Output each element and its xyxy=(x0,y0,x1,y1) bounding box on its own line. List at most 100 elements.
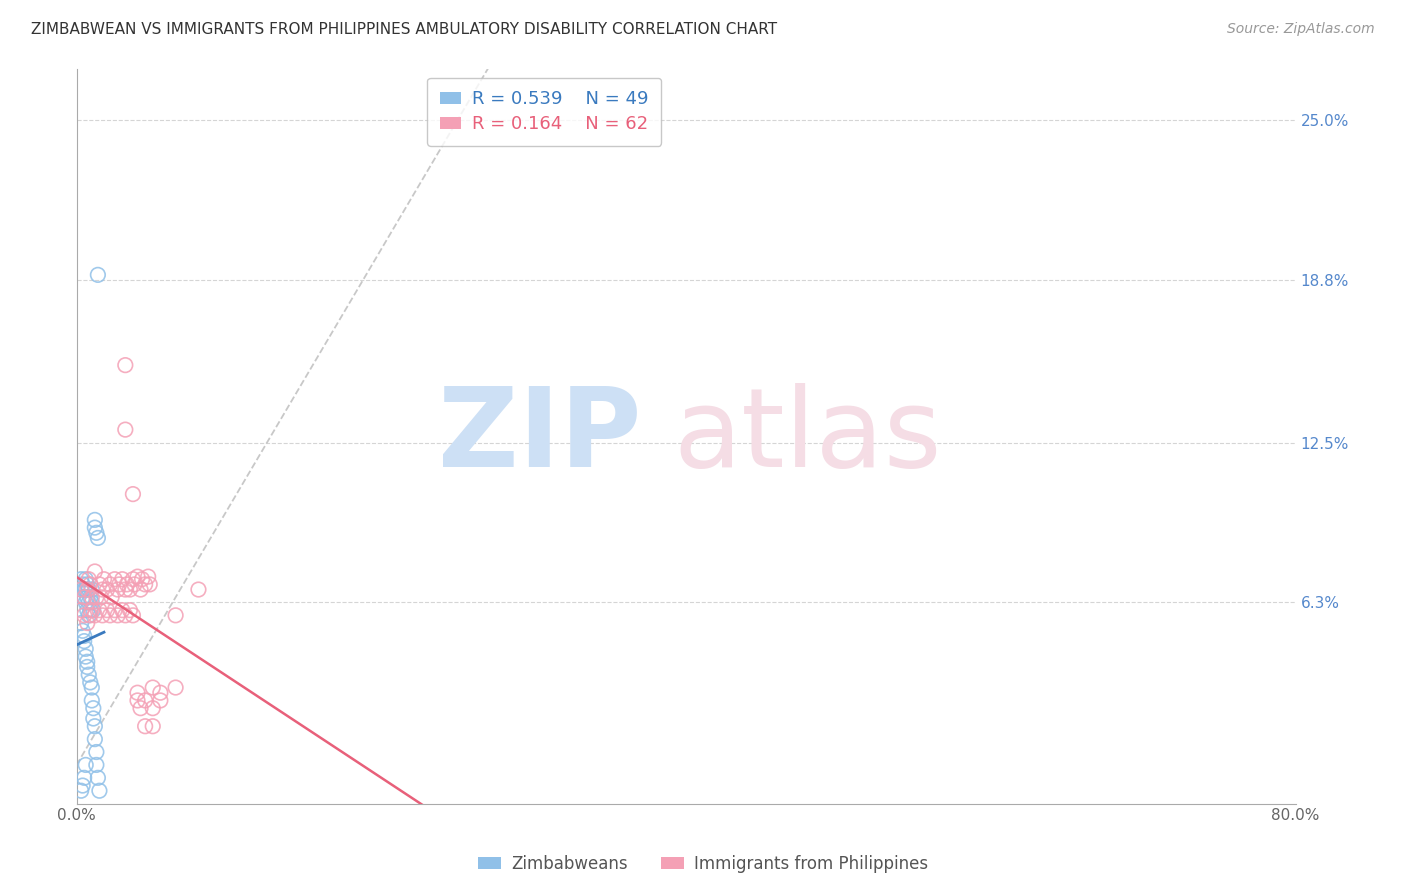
Point xyxy=(122,487,145,501)
Point xyxy=(122,608,145,623)
Point xyxy=(82,701,104,715)
Point xyxy=(70,603,93,617)
Point xyxy=(76,603,98,617)
Point xyxy=(70,616,93,631)
Point xyxy=(79,577,101,591)
Point xyxy=(115,577,138,591)
Point xyxy=(75,582,97,597)
Point xyxy=(73,634,96,648)
Point xyxy=(83,732,105,747)
Point xyxy=(77,582,100,597)
Point xyxy=(70,783,93,797)
Point xyxy=(73,771,96,785)
Point xyxy=(87,268,110,282)
Point xyxy=(96,582,118,597)
Point xyxy=(129,701,152,715)
Point xyxy=(77,667,100,681)
Legend: R = 0.539    N = 49, R = 0.164    N = 62: R = 0.539 N = 49, R = 0.164 N = 62 xyxy=(427,78,661,146)
Point xyxy=(138,577,160,591)
Text: ZIMBABWEAN VS IMMIGRANTS FROM PHILIPPINES AMBULATORY DISABILITY CORRELATION CHAR: ZIMBABWEAN VS IMMIGRANTS FROM PHILIPPINE… xyxy=(31,22,778,37)
Point xyxy=(89,603,111,617)
Text: Source: ZipAtlas.com: Source: ZipAtlas.com xyxy=(1227,22,1375,37)
Point xyxy=(82,711,104,725)
Legend: Zimbabweans, Immigrants from Philippines: Zimbabweans, Immigrants from Philippines xyxy=(471,848,935,880)
Point xyxy=(77,572,100,586)
Text: atlas: atlas xyxy=(673,383,942,490)
Point xyxy=(76,577,98,591)
Point xyxy=(127,693,149,707)
Point xyxy=(134,719,156,733)
Point xyxy=(87,531,110,545)
Point xyxy=(76,591,98,605)
Point xyxy=(136,569,159,583)
Point xyxy=(77,608,100,623)
Point xyxy=(83,513,105,527)
Point xyxy=(165,681,187,695)
Point xyxy=(142,681,165,695)
Point xyxy=(79,603,101,617)
Point xyxy=(131,572,153,586)
Point xyxy=(122,572,145,586)
Point xyxy=(118,603,141,617)
Point xyxy=(91,582,114,597)
Point xyxy=(86,758,108,772)
Point xyxy=(118,582,141,597)
Point xyxy=(73,608,96,623)
Point xyxy=(82,603,104,617)
Point xyxy=(89,577,111,591)
Point xyxy=(90,591,112,605)
Point xyxy=(129,582,152,597)
Point xyxy=(80,693,103,707)
Point xyxy=(111,572,134,586)
Point xyxy=(77,595,100,609)
Point xyxy=(70,582,93,597)
Point xyxy=(80,591,103,605)
Point xyxy=(72,624,94,638)
Point xyxy=(75,572,97,586)
Point xyxy=(76,582,98,597)
Point xyxy=(149,693,172,707)
Point xyxy=(86,745,108,759)
Point xyxy=(100,591,122,605)
Point xyxy=(165,608,187,623)
Point xyxy=(98,608,121,623)
Point xyxy=(75,641,97,656)
Point xyxy=(72,591,94,605)
Point xyxy=(73,591,96,605)
Point xyxy=(75,758,97,772)
Point xyxy=(104,572,127,586)
Point xyxy=(75,595,97,609)
Point xyxy=(80,603,103,617)
Point xyxy=(93,572,115,586)
Point xyxy=(75,649,97,664)
Point xyxy=(107,608,129,623)
Point xyxy=(86,591,108,605)
Point xyxy=(149,686,172,700)
Point xyxy=(72,577,94,591)
Point xyxy=(114,608,136,623)
Point xyxy=(73,591,96,605)
Point xyxy=(96,603,118,617)
Point xyxy=(86,525,108,540)
Point xyxy=(73,629,96,643)
Point xyxy=(76,616,98,631)
Point xyxy=(187,582,209,597)
Point xyxy=(83,608,105,623)
Point xyxy=(79,675,101,690)
Point xyxy=(91,608,114,623)
Point xyxy=(76,655,98,669)
Point xyxy=(73,582,96,597)
Point xyxy=(83,521,105,535)
Point xyxy=(70,572,93,586)
Point xyxy=(114,582,136,597)
Point xyxy=(79,608,101,623)
Point xyxy=(108,577,131,591)
Point xyxy=(127,569,149,583)
Point xyxy=(80,582,103,597)
Point xyxy=(124,577,146,591)
Point xyxy=(114,423,136,437)
Point xyxy=(134,693,156,707)
Point xyxy=(87,771,110,785)
Point xyxy=(134,577,156,591)
Point xyxy=(104,603,127,617)
